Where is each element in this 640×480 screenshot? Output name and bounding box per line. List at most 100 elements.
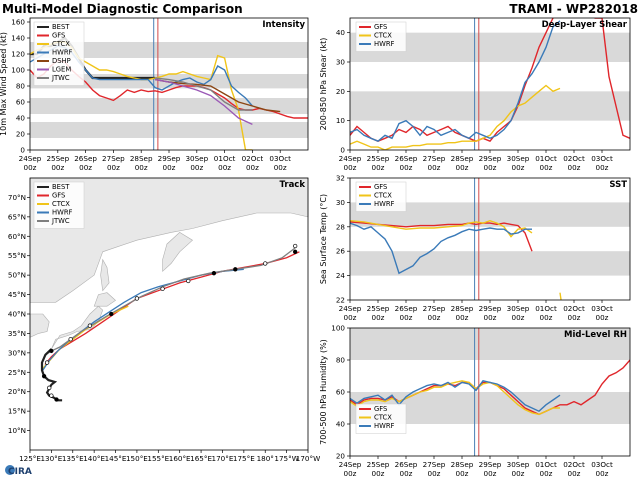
track-ytick-label-1: 15°N [8,407,26,416]
track-ytick-label-3: 25°N [8,368,26,377]
track-position-marker-10 [263,261,268,266]
intensity-xtick-sub-1: 00z [51,163,64,172]
track-xtick-label-11: 180° [257,454,274,463]
land-polygon-1 [162,232,193,272]
track-ytick-label-9: 55°N [8,251,26,260]
shear-xtick-label-2: 26Sep [395,154,418,163]
intensity-xtick-sub-0: 00z [24,163,37,172]
shear-xtick-sub-3: 00z [428,163,441,172]
shear-xtick-sub-2: 00z [400,163,413,172]
intensity-series-lgem-5 [154,78,253,126]
sst-series-ctcx-3 [559,292,562,300]
intensity-legend-label-lgem: LGEM [52,66,71,74]
track-position-marker-16 [41,374,47,379]
rh-xtick-sub-2: 00z [400,469,413,478]
sst-xtick-label-0: 24Sep [339,304,362,313]
track-position-marker-4 [109,311,114,317]
sst-ytick-label-2: 26 [336,247,346,256]
track-ytick-label-12: 70°N [8,193,26,202]
shear-xtick-label-9: 03Oct [591,154,613,163]
rh-legend-label-gfs: GFS [374,405,387,413]
intensity-ytick-label-2: 40 [16,114,26,123]
sst-xtick-label-9: 03Oct [591,304,613,313]
sst-xtick-label-3: 27Sep [423,304,446,313]
rh-xtick-sub-0: 00z [344,469,357,478]
sst-panel: SST22242628303224Sep00z25Sep00z26Sep00z2… [319,174,631,322]
intensity-xtick-label-3: 27Sep [102,154,125,163]
track-legend-label-jtwc: JTWC [51,217,70,225]
track-xtick-label-1: 130°E [40,454,62,463]
sst-xtick-label-1: 25Sep [367,304,390,313]
intensity-title: Intensity [262,20,305,30]
intensity-band-1 [30,98,308,114]
land-polygon-2 [51,305,104,350]
shear-ylabel: 200-850 hPa Shear (kt) [319,38,328,131]
sst-xtick-label-4: 28Sep [451,304,474,313]
shear-xtick-sub-9: 00z [596,163,609,172]
intensity-xtick-sub-3: 00z [107,163,120,172]
intensity-legend-label-ctcx: CTCX [52,40,70,48]
rh-xtick-sub-9: 00z [596,469,609,478]
sst-ytick-label-4: 30 [336,198,346,207]
shear-xtick-label-6: 30Sep [507,154,530,163]
shear-legend-label-hwrf: HWRF [374,40,395,48]
shear-xtick-label-1: 25Sep [367,154,390,163]
shear-xtick-sub-1: 00z [372,163,385,172]
track-position-marker-13 [54,397,59,402]
intensity-xtick-label-4: 28Sep [130,154,153,163]
shear-xtick-label-3: 27Sep [423,154,446,163]
track-xtick-label-7: 160°E [169,454,191,463]
sst-legend-label-ctcx: CTCX [374,192,392,200]
intensity-xtick-sub-5: 00z [163,163,176,172]
sst-xtick-sub-0: 00z [344,313,357,322]
track-legend-label-gfs: GFS [52,192,65,200]
shear-ytick-label-3: 30 [336,58,346,67]
intensity-xtick-label-6: 30Sep [185,154,208,163]
intensity-band-0 [30,122,308,138]
rh-panel: Mid-Level RH2040608010024Sep00z25Sep00z2… [319,324,631,478]
shear-xtick-label-5: 29Sep [479,154,502,163]
intensity-ytick-label-0: 0 [20,146,25,155]
sst-ytick-label-0: 22 [336,296,345,305]
rh-xtick-sub-5: 00z [484,469,497,478]
rh-xtick-label-9: 03Oct [591,460,613,469]
intensity-xtick-label-7: 01Oct [214,154,236,163]
track-position-marker-14 [49,393,54,398]
sst-band-0 [350,251,630,276]
rh-xtick-sub-3: 00z [428,469,441,478]
shear-xtick-sub-6: 00z [512,163,525,172]
track-legend-label-best: BEST [52,183,70,191]
intensity-legend-label-dshp: DSHP [52,57,71,65]
intensity-legend-box [33,21,85,86]
rh-ytick-label-3: 80 [336,356,346,365]
rh-ytick-label-0: 20 [336,452,346,461]
track-position-marker-11 [293,249,298,254]
shear-series-hwrf-2 [350,20,561,143]
track-position-marker-1 [44,360,50,365]
rh-legend-label-ctcx: CTCX [374,414,392,422]
rh-ytick-label-1: 40 [336,420,346,429]
shear-legend-label-ctcx: CTCX [374,32,392,40]
intensity-ytick-label-7: 140 [11,34,25,43]
intensity-xtick-sub-2: 00z [79,163,92,172]
track-xtick-label-6: 155°E [147,454,169,463]
sst-xtick-sub-3: 00z [428,313,441,322]
rh-ylabel: 700-500 hPa Humidity (%) [319,339,328,445]
track-ytick-label-7: 45°N [8,290,26,299]
rh-xtick-label-1: 25Sep [367,460,390,469]
shear-ytick-label-2: 20 [336,87,346,96]
sst-ytick-label-1: 24 [336,271,346,280]
sst-ylabel: Sea Surface Temp (°C) [319,194,328,284]
sst-xtick-sub-1: 00z [372,313,385,322]
intensity-xtick-label-2: 26Sep [74,154,97,163]
intensity-xtick-sub-9: 00z [274,163,287,172]
shear-xtick-label-7: 01Oct [535,154,557,163]
shear-legend-label-gfs: GFS [374,23,387,31]
intensity-xtick-label-1: 25Sep [46,154,69,163]
intensity-xtick-label-9: 03Oct [269,154,291,163]
rh-xtick-sub-1: 00z [372,469,385,478]
shear-title: Deep-Layer Shear [542,20,628,30]
